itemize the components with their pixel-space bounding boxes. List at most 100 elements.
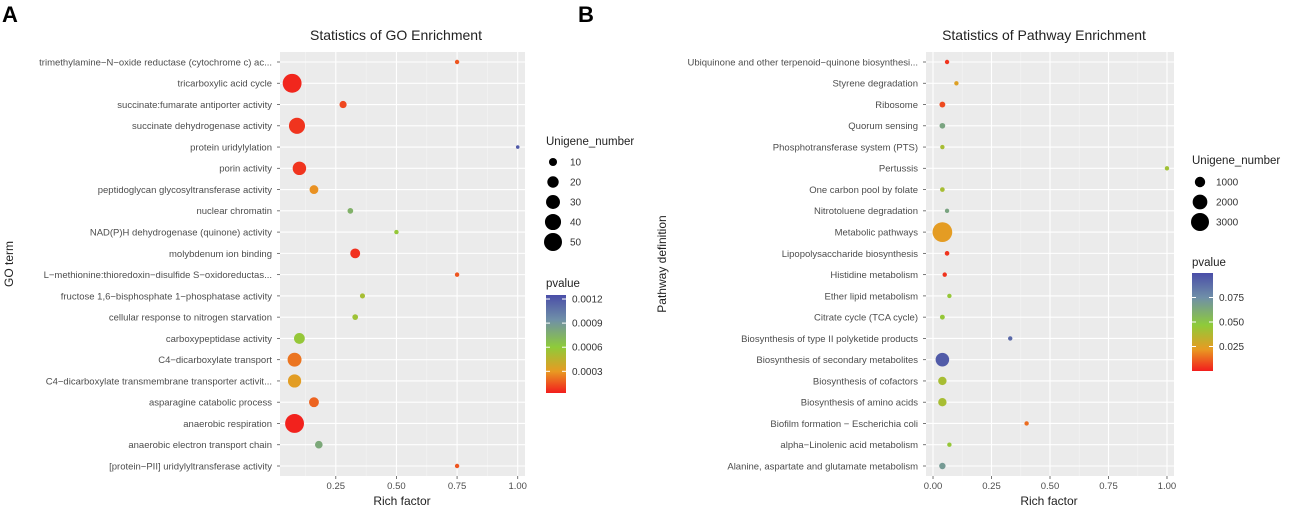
data-point (359, 293, 366, 299)
x-tick-label: 0.50 (1041, 481, 1060, 492)
data-point (1164, 166, 1170, 171)
size-legend-dot (548, 157, 558, 167)
colorbar-tick-label: 0.050 (1219, 318, 1244, 329)
x-tick-label: 0.25 (982, 481, 1001, 492)
y-tick-label: Lipopolysaccharide biosynthesis (782, 249, 918, 260)
data-point (287, 374, 302, 388)
y-tick-label: Ether lipid metabolism (825, 291, 919, 302)
y-tick-label: Pertussis (879, 164, 918, 175)
y-tick-label: Citrate cycle (TCA cycle) (814, 313, 918, 324)
chart-b-x-tick-labels: 0.00 0.25 0.50 0.75 1.00 (924, 476, 1176, 492)
size-legend-label: 30 (570, 198, 582, 209)
chart-a-size-legend-items: 10 20 30 40 50 (544, 157, 582, 251)
data-point (347, 207, 354, 214)
data-point (352, 314, 359, 321)
chart-a-color-legend-title: pvalue (546, 278, 580, 290)
y-tick-label: Ribosome (875, 100, 918, 111)
y-tick-label: Phosphotransferase system (PTS) (773, 142, 918, 153)
chart-a-title: Statistics of GO Enrichment (310, 27, 482, 43)
chart-b-size-legend-title: Unigene_number (1192, 155, 1280, 167)
data-point (454, 272, 460, 277)
y-tick-label: succinate dehydrogenase activity (132, 121, 272, 132)
y-tick-label: porin activity (219, 164, 272, 175)
x-tick-label: 0.75 (1099, 481, 1118, 492)
size-legend-label: 20 (570, 178, 582, 189)
data-point (942, 272, 947, 277)
size-legend-dot (1192, 194, 1208, 210)
chart-b: B Statistics of Pathway Enrichment Ubiqu… (578, 2, 1280, 508)
colorbar-tick-label: 0.0003 (572, 367, 603, 378)
size-legend-label: 2000 (1216, 198, 1239, 209)
size-legend-label: 50 (570, 238, 582, 249)
y-tick-label: C4−dicarboxylate transport (158, 355, 272, 366)
data-point (939, 101, 946, 108)
data-point (944, 251, 950, 256)
chart-a-x-axis-label: Rich factor (373, 494, 430, 508)
data-point (939, 314, 945, 320)
y-tick-label: protein uridylylation (190, 142, 272, 153)
chart-b-color-legend-title: pvalue (1192, 257, 1226, 269)
chart-b-size-legend: Unigene_number 1000 2000 3000 (1191, 155, 1280, 231)
chart-b-points (932, 59, 1170, 470)
y-tick-label: C4−dicarboxylate transmembrane transport… (46, 376, 272, 387)
chart-b-colorbar (1192, 273, 1213, 371)
data-point (944, 59, 950, 65)
chart-a-gridlines (280, 52, 525, 476)
chart-b-gridlines (926, 52, 1174, 476)
y-tick-label: molybdenum ion binding (169, 249, 272, 260)
data-point (287, 352, 302, 367)
y-tick-label: L−methionine:thioredoxin−disulfide S−oxi… (44, 270, 272, 281)
chart-a-plot-background (280, 52, 525, 476)
y-tick-label: Biofilm formation − Escherichia coli (770, 419, 918, 430)
size-legend-label: 10 (570, 158, 582, 169)
y-tick-label: Biosynthesis of cofactors (813, 376, 918, 387)
data-point (935, 352, 950, 367)
x-tick-label: 0.25 (327, 481, 346, 492)
y-tick-label: asparagine catabolic process (149, 398, 272, 409)
colorbar-tick-label: 0.075 (1219, 293, 1244, 304)
data-point (954, 81, 959, 86)
chart-b-y-axis-label: Pathway definition (655, 215, 669, 312)
data-point (292, 161, 307, 176)
data-point (288, 117, 306, 134)
x-tick-label: 1.00 (1158, 481, 1177, 492)
y-tick-label: cellular response to nitrogen starvation (109, 313, 272, 324)
size-legend-dot (547, 176, 559, 188)
y-tick-label: anaerobic electron transport chain (128, 440, 272, 451)
y-tick-label: anaerobic respiration (183, 419, 272, 430)
data-point (454, 59, 460, 65)
y-tick-label: Metabolic pathways (835, 228, 919, 239)
y-tick-label: Quorum sensing (848, 121, 918, 132)
chart-a-y-tick-labels: trimethylamine−N−oxide reductase (cytoch… (39, 57, 280, 472)
panel-label-a: A (2, 2, 18, 27)
chart-a-size-legend-title: Unigene_number (546, 136, 634, 148)
data-point (944, 208, 950, 214)
y-tick-label: Ubiquinone and other terpenoid−quinone b… (687, 57, 918, 68)
colorbar-tick-label: 0.025 (1219, 342, 1244, 353)
data-point (309, 397, 319, 408)
chart-b-size-legend-items: 1000 2000 3000 (1191, 176, 1239, 231)
y-tick-label: Styrene degradation (832, 79, 918, 90)
data-point (940, 187, 945, 192)
data-point (938, 398, 947, 407)
size-legend-label: 1000 (1216, 178, 1239, 189)
y-tick-label: Histidine metabolism (830, 270, 918, 281)
data-point (938, 376, 947, 386)
data-point (339, 100, 347, 109)
chart-a-colorbar-ticks: 0.0003 0.0006 0.0009 0.0012 (546, 295, 603, 378)
chart-a-y-axis-label: GO term (2, 241, 16, 287)
y-tick-label: fructose 1,6−bisphosphate 1−phosphatase … (61, 291, 273, 302)
data-point (309, 185, 319, 194)
y-tick-label: Alanine, aspartate and glutamate metabol… (727, 461, 918, 472)
y-tick-label: tricarboxylic acid cycle (178, 79, 273, 90)
data-point (294, 333, 305, 344)
size-legend-label: 40 (570, 218, 582, 229)
y-tick-label: succinate:fumarate antiporter activity (117, 100, 272, 111)
panel-label-b: B (578, 2, 594, 27)
size-legend-dot (544, 233, 562, 251)
y-tick-label: Biosynthesis of secondary metabolites (756, 355, 918, 366)
chart-a: A Statistics of GO Enrichment trimethyla… (2, 2, 634, 508)
y-tick-label: NAD(P)H dehydrogenase (quinone) activity (90, 228, 272, 239)
size-legend-dot (1191, 213, 1209, 231)
data-point (282, 73, 302, 93)
